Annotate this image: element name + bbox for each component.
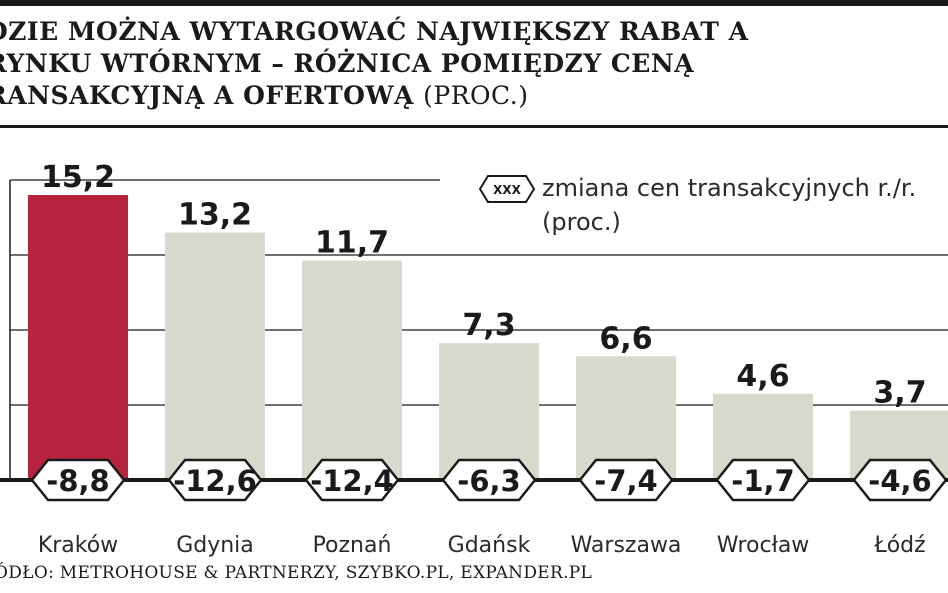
- change-badge: [852, 458, 948, 502]
- title-rule: [0, 125, 948, 128]
- value-label: 3,7: [873, 376, 926, 411]
- change-label: -8,8: [46, 464, 109, 498]
- change-badge: [167, 458, 263, 502]
- change-label: -6,3: [457, 464, 520, 498]
- category-label: Wrocław: [717, 533, 810, 558]
- change-label: -1,7: [731, 464, 794, 498]
- change-label: -4,6: [868, 464, 931, 498]
- change-badge: [441, 458, 537, 502]
- category-label: Kraków: [38, 533, 118, 558]
- change-badge: [578, 458, 674, 502]
- legend-marker-text: XXX: [493, 183, 522, 197]
- title-unit: (PROC.): [423, 81, 529, 110]
- value-label: 6,6: [599, 321, 652, 356]
- source-note: ÓDŁO: METROHOUSE & PARTNERZY, SZYBKO.PL,…: [0, 563, 593, 583]
- bar-chart: 15,2 13,2 11,7 7,3 6,6 4,6 3,7 -8,8 Kraków -12,6 G…: [0, 160, 948, 558]
- title-text: DZIE MOŻNA WYTARGOWAĆ NAJWIĘKSZY RABAT A…: [0, 17, 749, 110]
- value-label: 4,6: [736, 359, 789, 394]
- category-label: Warszawa: [571, 533, 682, 558]
- legend-text: zmiana cen transakcyjnych r./r. (proc.): [542, 174, 917, 236]
- top-rule: [0, 0, 948, 6]
- bar-kraków: [28, 195, 128, 480]
- legend-marker-icon: XXX: [478, 175, 536, 203]
- bar-poznań: [302, 260, 402, 480]
- value-label: 15,2: [41, 160, 115, 195]
- change-badge: [30, 458, 126, 502]
- value-label: 7,3: [462, 308, 515, 343]
- change-label: -12,6: [173, 464, 257, 498]
- bar-gdynia: [165, 232, 265, 480]
- category-label: Poznań: [313, 533, 392, 558]
- change-badge: [304, 458, 400, 502]
- value-label: 13,2: [178, 198, 252, 233]
- value-label: 11,7: [315, 226, 389, 261]
- chart-title: DZIE MOŻNA WYTARGOWAĆ NAJWIĘKSZY RABAT A…: [0, 16, 806, 112]
- change-badge: [715, 458, 811, 502]
- bar-gdańsk: [439, 343, 539, 480]
- category-label: Gdynia: [176, 533, 254, 558]
- change-label: -7,4: [594, 464, 657, 498]
- category-label: Gdańsk: [448, 533, 531, 558]
- category-label: Łódź: [873, 533, 925, 558]
- change-label: -12,4: [310, 464, 394, 498]
